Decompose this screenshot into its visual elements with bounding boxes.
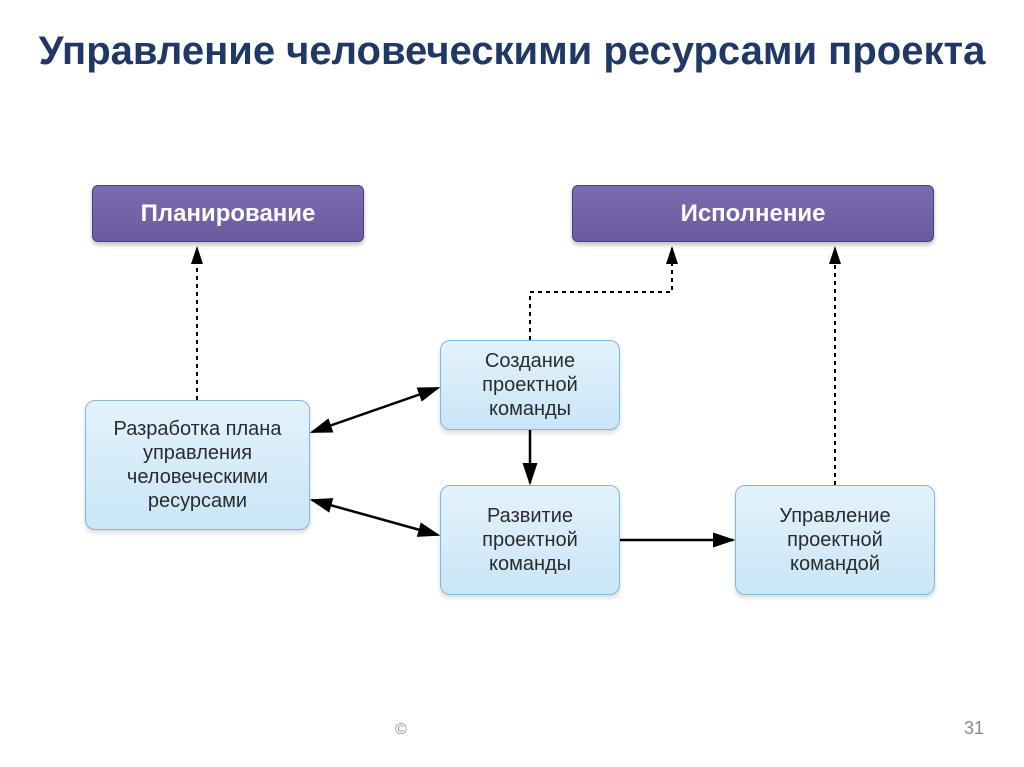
footer-copyright: © bbox=[395, 721, 407, 739]
process-manage-team: Управление проектной командой bbox=[735, 485, 935, 595]
process-plan-dev: Разработка плана управления человеческим… bbox=[85, 400, 310, 530]
process-develop-label: Развитие проектной команды bbox=[447, 504, 613, 576]
process-plan-dev-label: Разработка плана управления человеческим… bbox=[92, 417, 303, 513]
phase-execution: Исполнение bbox=[572, 185, 934, 242]
slide-title: Управление человеческими ресурсами проек… bbox=[0, 28, 1024, 74]
process-create-label: Создание проектной команды bbox=[447, 349, 613, 421]
edge-plan-develop bbox=[312, 500, 438, 535]
phase-execution-label: Исполнение bbox=[681, 200, 826, 228]
process-create-team: Создание проектной команды bbox=[440, 340, 620, 430]
phase-planning-label: Планирование bbox=[141, 200, 316, 228]
edge-plan-create bbox=[312, 388, 438, 432]
process-develop-team: Развитие проектной команды bbox=[440, 485, 620, 595]
phase-planning: Планирование bbox=[92, 185, 364, 242]
page-number: 31 bbox=[964, 718, 984, 739]
edge-create-to-execution bbox=[530, 248, 672, 340]
process-manage-label: Управление проектной командой bbox=[742, 504, 928, 576]
slide: Управление человеческими ресурсами проек… bbox=[0, 0, 1024, 767]
